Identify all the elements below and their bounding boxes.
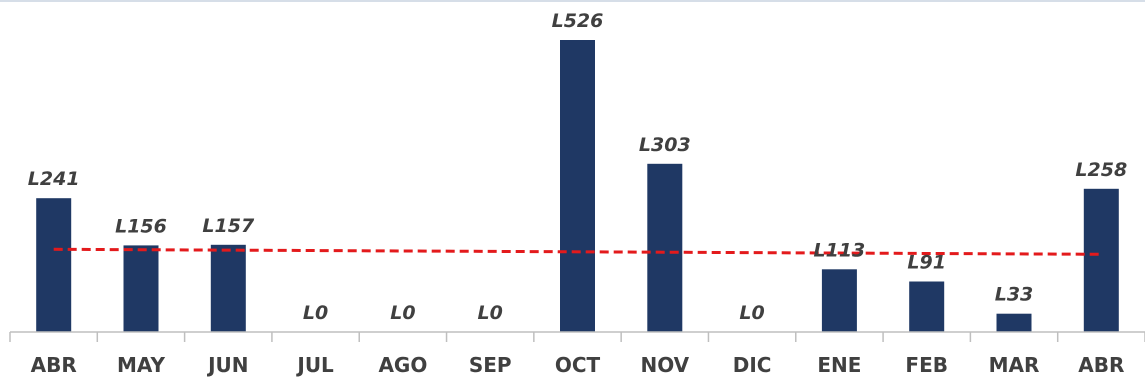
bar-3 bbox=[210, 244, 246, 332]
bar-7 bbox=[560, 40, 595, 332]
x-axis bbox=[9, 331, 1145, 342]
x-tick-label-6: SEP bbox=[469, 353, 512, 377]
x-tick-label-10: ENE bbox=[817, 353, 861, 377]
data-labels-layer: L241 L156 L157 L0 L0 L0 L526 L303 L0 L113 L91 L33 L2… bbox=[28, 10, 1127, 324]
x-tick-label-2: MAY bbox=[117, 353, 165, 377]
data-label-3: L157 bbox=[202, 215, 255, 237]
data-label-5: L0 bbox=[390, 302, 415, 324]
bar-8 bbox=[647, 163, 683, 332]
data-label-11: L91 bbox=[907, 252, 946, 274]
data-label-6: L0 bbox=[478, 302, 503, 324]
x-tick-label-9: DIC bbox=[733, 353, 772, 377]
trendline bbox=[53, 247, 1102, 256]
bar-2 bbox=[123, 245, 159, 332]
data-label-12: L33 bbox=[995, 284, 1034, 306]
x-tick-label-8: NOV bbox=[640, 353, 689, 377]
data-label-7: L526 bbox=[552, 10, 604, 32]
bar-13 bbox=[1083, 188, 1119, 332]
x-tick-label-4: JUL bbox=[295, 353, 334, 377]
data-label-10: L113 bbox=[814, 239, 866, 261]
bar-10 bbox=[821, 269, 857, 332]
data-label-8: L303 bbox=[639, 134, 691, 156]
data-label-2: L156 bbox=[115, 215, 167, 237]
x-tick-label-12: MAR bbox=[989, 353, 1040, 377]
data-label-9: L0 bbox=[739, 302, 764, 324]
data-label-4: L0 bbox=[303, 302, 328, 324]
x-tick-label-5: AGO bbox=[378, 353, 427, 377]
data-label-13: L258 bbox=[1075, 159, 1127, 181]
bar-11 bbox=[909, 281, 945, 332]
x-tick-labels-layer: ABR MAY JUN JUL AGO SEP OCT NOV DIC ENE FEB MAR ABR bbox=[31, 353, 1125, 377]
bars-layer bbox=[36, 40, 1119, 332]
trendline-layer bbox=[53, 247, 1102, 256]
x-tick-label-13: ABR bbox=[1078, 353, 1124, 377]
bar-1 bbox=[36, 198, 72, 332]
x-tick-label-11: FEB bbox=[905, 353, 948, 377]
x-tick-label-1: ABR bbox=[31, 353, 77, 377]
bar-12 bbox=[996, 313, 1032, 332]
x-tick-label-7: OCT bbox=[555, 353, 601, 377]
x-tick-label-3: JUN bbox=[206, 353, 248, 377]
data-label-1: L241 bbox=[28, 168, 80, 190]
